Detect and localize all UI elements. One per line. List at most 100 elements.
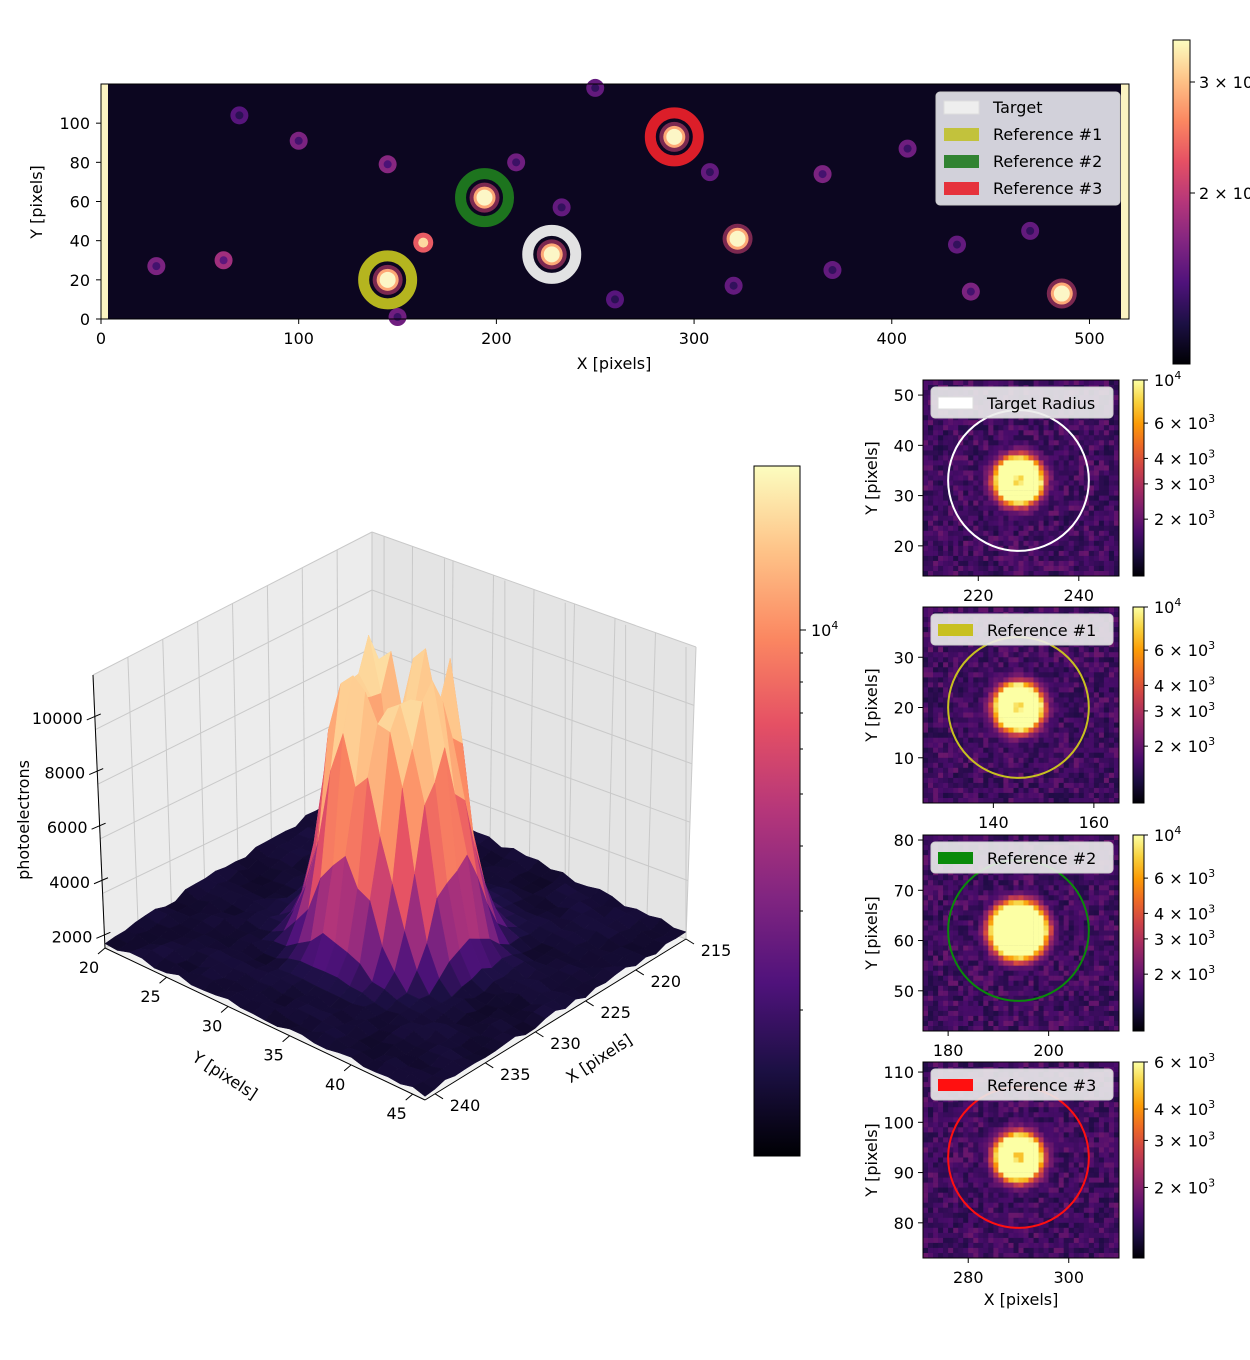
cutout-pixel: [1114, 667, 1120, 673]
cutout-pixel: [938, 990, 944, 997]
cutout-pixel: [1093, 480, 1100, 486]
cutout-pixel: [1078, 667, 1085, 673]
cutout-pixel: [998, 1000, 1004, 1007]
cutout-pixel: [943, 525, 949, 532]
cutout-pixel: [923, 975, 929, 982]
cutout-pixel: [988, 697, 994, 703]
cutout-pixel: [988, 485, 994, 491]
cutout-pixel: [958, 465, 964, 471]
cutout-pixel: [1003, 545, 1009, 552]
cutout-pixel: [1013, 990, 1019, 997]
cutout-pixel: [938, 722, 944, 728]
cutout-pixel: [1023, 777, 1029, 784]
cutout-pixel: [1033, 792, 1039, 799]
cutout-pixel: [943, 687, 949, 693]
cutout-pixel: [1108, 415, 1115, 421]
cutout-pixel: [1108, 430, 1115, 436]
cutout-pixel: [993, 767, 999, 774]
cutout-pixel: [963, 910, 969, 916]
cutout-pixel: [993, 515, 999, 522]
cutout-pixel: [1033, 425, 1039, 431]
cutout-pixel: [1043, 915, 1049, 921]
cutout-pixel: [928, 732, 934, 738]
cutout-pixel: [1078, 747, 1085, 754]
cutout-pixel: [1053, 380, 1060, 386]
cutout-pixel: [1023, 677, 1029, 683]
cutout-pixel: [993, 890, 999, 896]
cutout-pixel: [978, 787, 984, 794]
cutout-pixel: [1018, 520, 1024, 527]
cutout-pixel: [958, 697, 964, 703]
cutout-pixel: [1114, 465, 1120, 471]
cutout-pixel: [933, 752, 939, 759]
cutout-pixel: [933, 762, 939, 769]
cutout-pixel: [1093, 420, 1100, 426]
field-colorbar-tick-label: 2 × 10: [1199, 184, 1250, 203]
cutout-pixel: [1028, 835, 1034, 841]
cutout-pixel: [1048, 692, 1054, 698]
cutout-pixel: [953, 935, 959, 941]
cutout-pixel: [973, 717, 979, 723]
cutout-pixel: [1078, 420, 1085, 426]
cutout-pixel: [998, 485, 1004, 491]
cutout-pixel: [1013, 470, 1019, 476]
cutout-pixel: [1028, 920, 1034, 926]
cutout-pixel: [938, 565, 944, 572]
cutout-pixel: [1043, 525, 1049, 532]
x-tick: [434, 1093, 444, 1100]
cutout-pixel: [1043, 505, 1049, 511]
legend-swatch-icon: [944, 128, 979, 141]
cutout-pixel: [1093, 445, 1100, 451]
cutout-pixel: [988, 722, 994, 728]
cutout-pixel: [1008, 727, 1014, 733]
cutout-pixel: [948, 480, 954, 486]
cutout-pixel: [963, 995, 969, 1002]
field-colorbar: 3 × 10 2 × 10: [1172, 39, 1250, 365]
cutout-pixel: [998, 930, 1004, 936]
cutout-pixel: [1023, 910, 1029, 916]
cutout-pixel: [943, 667, 949, 673]
cutout-pixel: [1003, 732, 1009, 738]
cutout-pixel: [1003, 475, 1009, 481]
cutout-pixel: [1068, 762, 1075, 769]
cutout-pixel: [988, 652, 994, 658]
cutout-pixel: [943, 470, 949, 476]
cutout-pixel: [1038, 520, 1044, 527]
cutout-pixel: [1083, 732, 1090, 738]
x-tick-label: 215: [701, 941, 732, 960]
x-tick-label: 300: [679, 329, 710, 348]
cutout-pixel: [1033, 677, 1039, 683]
cutout-pixel: [973, 560, 979, 567]
cutout-pixel: [1028, 430, 1034, 436]
cutout-pixel: [1078, 717, 1085, 723]
cutout-pixel: [953, 782, 959, 789]
cutout-pixel: [973, 1026, 979, 1032]
cutout-pixel: [1068, 485, 1075, 491]
cutout-pixel: [1088, 772, 1095, 779]
cutout-pixel: [943, 792, 949, 799]
cutout-pixel: [923, 925, 929, 931]
colorbar-tick-base: 3 × 10: [1154, 702, 1208, 721]
cutout-pixel: [978, 1010, 984, 1017]
cutout-pixel: [968, 960, 974, 966]
star-core: [418, 237, 429, 248]
cutout-pixel: [1033, 505, 1039, 511]
cutout-pixel: [1068, 732, 1075, 738]
cutout-pixel: [943, 535, 949, 542]
cutout-pixel: [923, 642, 929, 648]
cutout-pixel: [1083, 420, 1090, 426]
cutout-pixel: [943, 885, 949, 891]
cutout-pixel: [1108, 480, 1115, 486]
cutout-pixel: [988, 540, 994, 547]
cutout-pixel: [983, 657, 989, 663]
cutout-pixel: [968, 925, 974, 931]
cutout-pixel: [948, 960, 954, 966]
cutout-pixel: [1008, 1026, 1014, 1032]
legend-label-target: Target: [992, 98, 1043, 117]
cutout-pixel: [943, 747, 949, 754]
cutout-pixel: [923, 945, 929, 951]
cutout-pixel: [938, 480, 944, 486]
cutout-pixel: [1033, 895, 1039, 901]
cutout-pixel: [953, 985, 959, 992]
cutout-pixel: [1114, 792, 1120, 799]
